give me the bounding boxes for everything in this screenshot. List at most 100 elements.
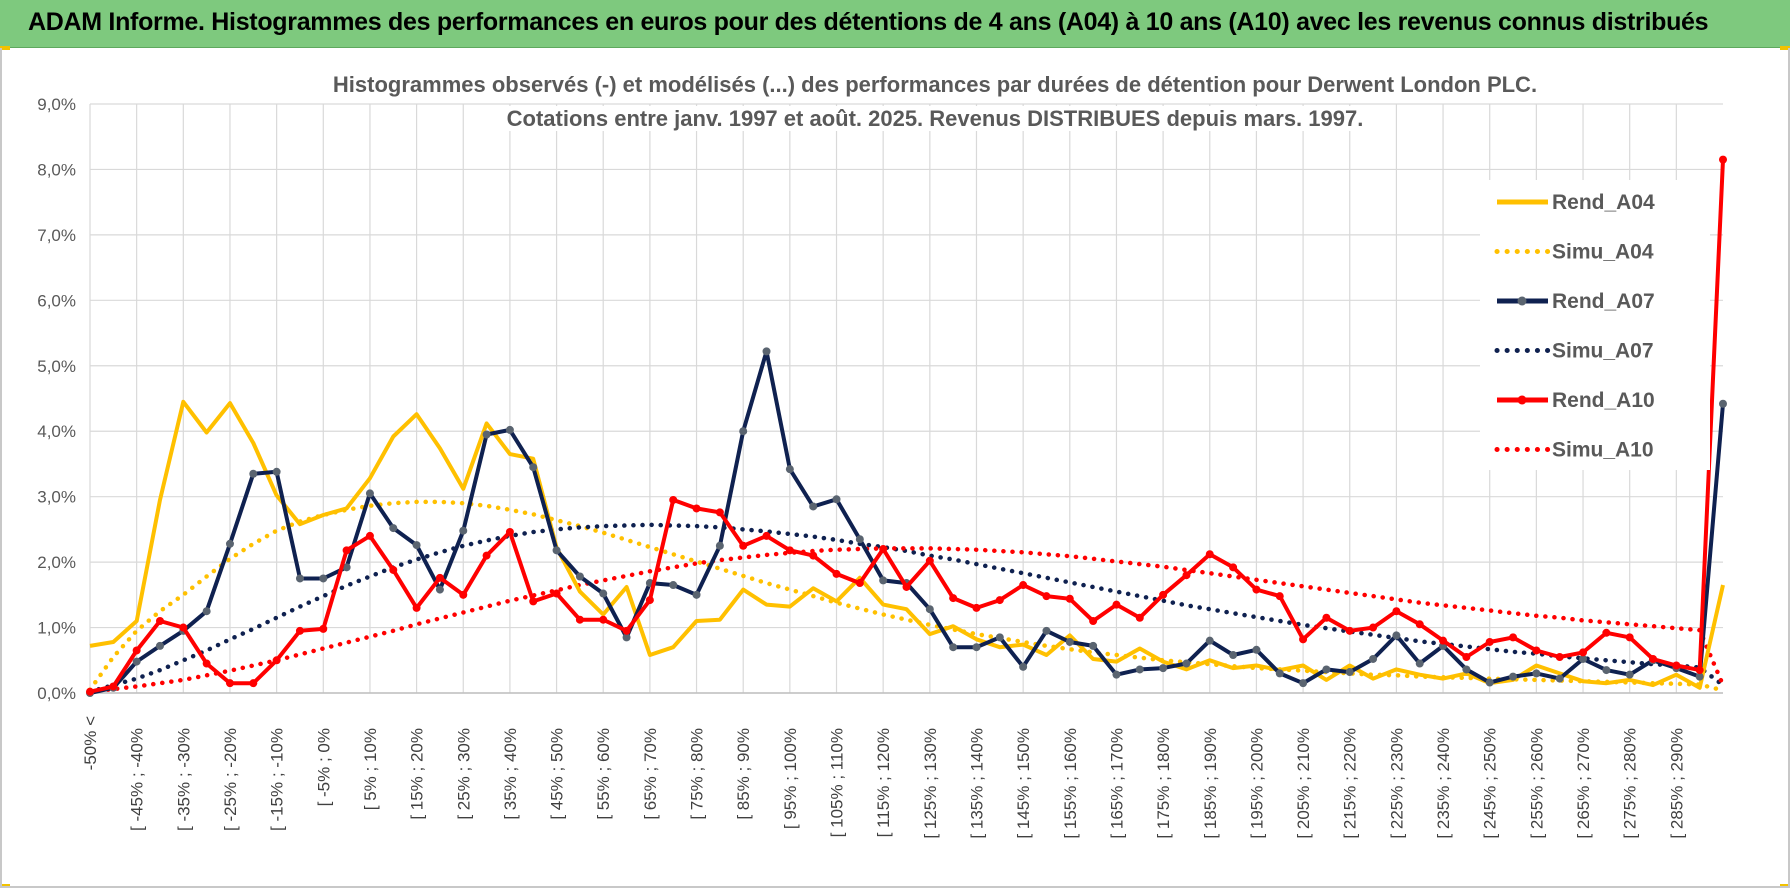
y-tick-label: 8,0%	[37, 160, 76, 179]
y-tick-label: 2,0%	[37, 553, 76, 572]
data-point-rend-a10	[459, 590, 468, 599]
data-point-rend-a07	[295, 574, 304, 583]
data-point-rend-a10	[692, 504, 701, 513]
data-point-rend-a07	[132, 657, 141, 666]
data-point-rend-a07	[1229, 651, 1238, 660]
data-point-rend-a07	[1345, 668, 1354, 677]
x-tick-label: [ 255% ; 260%	[1527, 728, 1546, 839]
data-point-rend-a10	[435, 573, 444, 582]
data-point-rend-a07	[949, 643, 958, 652]
x-tick-label: [ 55% ; 60%	[594, 728, 613, 820]
data-point-rend-a10	[902, 582, 911, 591]
data-point-rend-a10	[86, 687, 94, 696]
data-point-rend-a10	[1159, 590, 1168, 599]
data-point-rend-a10	[389, 565, 398, 574]
data-point-rend-a07	[715, 541, 724, 550]
data-point-rend-a10	[272, 656, 281, 665]
data-point-rend-a10	[925, 556, 934, 565]
data-point-rend-a07	[762, 347, 771, 356]
banner-title: ADAM Informe. Histogrammes des performan…	[28, 8, 1709, 36]
x-tick-label: [ 105% ; 110%	[828, 728, 847, 837]
data-point-rend-a10	[1229, 563, 1238, 572]
data-point-rend-a07	[1182, 659, 1191, 668]
data-point-rend-a10	[879, 545, 888, 554]
data-point-rend-a07	[809, 502, 818, 511]
data-point-rend-a10	[1625, 633, 1634, 642]
data-point-rend-a10	[1392, 607, 1401, 616]
data-point-rend-a07	[1555, 674, 1564, 683]
data-point-rend-a10	[482, 551, 491, 560]
series-line-rend-a07	[89, 349, 1725, 695]
data-point-rend-a10	[1135, 613, 1144, 622]
x-tick-label: [ -45% ; -40%	[128, 728, 147, 831]
x-tick-label: [ 265% ; 270%	[1574, 728, 1593, 839]
data-point-rend-a07	[1579, 654, 1588, 663]
x-tick-label: [ 35% ; 40%	[501, 728, 520, 820]
data-point-rend-a10	[762, 531, 771, 540]
data-point-rend-a07	[785, 465, 794, 474]
x-axis-ticks: -50% < [ -45% ; -40% [ -35% ; -30% [ -25% ;…	[81, 716, 1686, 839]
data-point-rend-a10	[715, 508, 724, 517]
data-point-rend-a07	[1275, 669, 1284, 678]
data-point-rend-a10	[1042, 592, 1051, 601]
data-point-rend-a10	[645, 596, 654, 605]
data-point-rend-a10	[1695, 666, 1704, 675]
data-point-rend-a10	[739, 541, 748, 550]
x-tick-label: [ 155% ; 160%	[1061, 728, 1080, 839]
data-point-rend-a10	[319, 624, 328, 633]
series-layer	[86, 155, 1727, 697]
x-tick-label: [ 115% ; 120%	[874, 728, 893, 837]
chart-subtitle-line: Cotations entre janv. 1997 et août. 2025…	[40, 106, 1790, 132]
data-point-rend-a07	[1415, 659, 1424, 668]
data-point-rend-a10	[1369, 623, 1378, 632]
data-point-rend-a07	[1252, 645, 1261, 654]
data-point-rend-a10	[1485, 637, 1494, 646]
data-point-rend-a07	[1322, 665, 1331, 674]
x-tick-label: [ 145% ; 150%	[1014, 728, 1033, 839]
legend-box	[1480, 180, 1710, 470]
data-point-rend-a07	[342, 563, 351, 572]
x-tick-label: [ 235% ; 240%	[1434, 728, 1453, 839]
data-point-rend-a07	[155, 641, 164, 650]
x-tick-label: [ 95% ; 100%	[781, 728, 800, 829]
chart-title: Histogrammes observés (-) et modélisés (…	[328, 72, 1542, 97]
data-point-rend-a07	[622, 633, 631, 642]
data-point-rend-a10	[575, 615, 584, 624]
legend-label-simu-a07: Simu_A07	[1552, 340, 1654, 363]
data-point-rend-a10	[1345, 626, 1354, 635]
data-point-rend-a07	[1532, 669, 1541, 678]
data-point-rend-a10	[529, 597, 538, 606]
data-point-rend-a10	[855, 579, 864, 588]
data-point-rend-a10	[1439, 636, 1448, 645]
chart-title-line: Histogrammes observés (-) et modélisés (…	[40, 72, 1790, 98]
data-point-rend-a07	[972, 643, 981, 652]
data-point-rend-a07	[1462, 665, 1471, 674]
x-tick-label: [ 175% ; 180%	[1154, 728, 1173, 839]
data-point-rend-a07	[225, 539, 234, 548]
legend-label-rend-a04: Rend_A04	[1552, 191, 1655, 214]
data-point-rend-a07	[435, 585, 444, 594]
x-tick-label: [ 15% ; 20%	[408, 728, 427, 820]
data-point-rend-a07	[459, 526, 468, 535]
y-axis-ticks: 0,0% 1,0% 2,0% 3,0% 4,0% 5,0% 6,0% 7,0% 8,0% 9,0%	[37, 95, 76, 703]
legend-label-rend-a10: Rend_A10	[1552, 389, 1655, 412]
data-point-rend-a07	[482, 430, 491, 439]
data-point-rend-a10	[552, 589, 561, 598]
x-tick-label: [ 65% ; 70%	[641, 728, 660, 820]
data-point-rend-a10	[1719, 155, 1727, 164]
data-point-rend-a10	[669, 495, 678, 504]
data-point-rend-a10	[995, 596, 1004, 605]
x-tick-label: [ 5% ; 10%	[361, 728, 380, 810]
data-point-rend-a10	[1672, 661, 1681, 670]
data-point-rend-a10	[1112, 600, 1121, 609]
legend-label-rend-a07: Rend_A07	[1552, 290, 1655, 313]
data-point-rend-a07	[599, 589, 608, 598]
data-point-rend-a07	[1042, 626, 1051, 635]
x-tick-label: [ 285% ; 290%	[1667, 728, 1686, 839]
data-point-rend-a10	[412, 603, 421, 612]
data-point-rend-a10	[1509, 633, 1518, 642]
y-tick-label: 6,0%	[37, 291, 76, 310]
x-tick-label: [ 215% ; 220%	[1341, 728, 1360, 839]
data-point-rend-a10	[109, 682, 118, 691]
data-point-rend-a10	[295, 626, 304, 635]
